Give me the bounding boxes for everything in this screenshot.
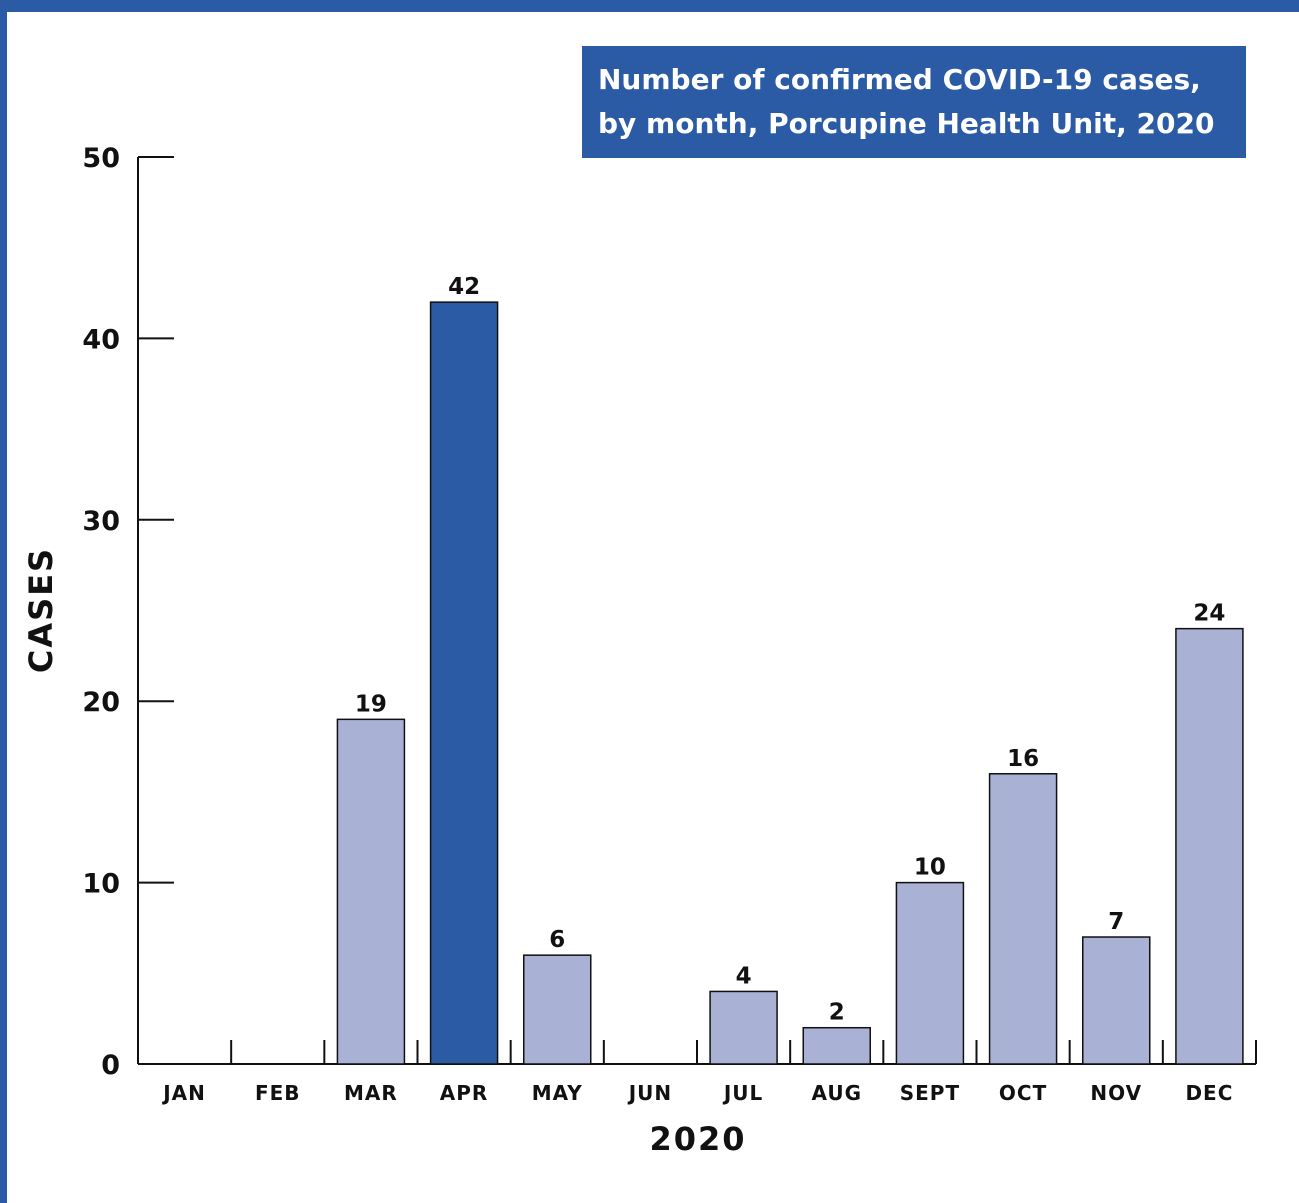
bar-mar xyxy=(336,718,406,1065)
chart-axes xyxy=(137,156,1257,1065)
y-tick-label-20: 20 xyxy=(82,687,120,718)
y-tick-label-30: 30 xyxy=(82,506,120,537)
bar-nov xyxy=(1082,936,1151,1065)
data-label-may: 6 xyxy=(549,927,565,953)
x-tick-label-jan: JAN xyxy=(161,1081,206,1105)
data-label-nov: 7 xyxy=(1108,909,1124,935)
data-label-jul: 4 xyxy=(736,963,752,989)
x-tick-label-mar: MAR xyxy=(344,1081,398,1105)
bar-sept xyxy=(895,881,965,1065)
bar-oct xyxy=(988,773,1058,1065)
x-tick-label-may: MAY xyxy=(532,1081,583,1105)
x-tick-label-nov: NOV xyxy=(1090,1081,1142,1105)
bar-apr xyxy=(429,301,499,1065)
y-tick-label-0: 0 xyxy=(101,1050,120,1081)
bar-aug xyxy=(802,1026,871,1065)
chart-labels: 0 10 20 30 40 50 JAN FEB 19 MAR 42 APR 6 MAY JUN 4 JUL 2 A… xyxy=(82,143,1233,1105)
data-label-oct: 16 xyxy=(1007,746,1039,772)
x-tick-label-dec: DEC xyxy=(1185,1081,1233,1105)
y-tick-label-10: 10 xyxy=(82,869,120,900)
bar-jul xyxy=(709,990,778,1065)
chart-title: Number of confirmed COVID-19 cases, by m… xyxy=(582,46,1246,158)
chart-title-line-2: by month, Porcupine Health Unit, 2020 xyxy=(598,107,1215,140)
bar-dec xyxy=(1175,627,1244,1065)
data-label-mar: 19 xyxy=(355,691,387,717)
x-tick-label-apr: APR xyxy=(440,1081,489,1105)
y-tick-label-40: 40 xyxy=(82,324,120,355)
data-label-apr: 42 xyxy=(448,274,480,300)
y-tick-label-50: 50 xyxy=(82,143,120,174)
chart-title-line-1: Number of confirmed COVID-19 cases, xyxy=(598,63,1201,96)
x-tick-label-feb: FEB xyxy=(255,1081,301,1105)
x-tick-label-aug: AUG xyxy=(811,1081,862,1105)
x-tick-label-sept: SEPT xyxy=(900,1081,960,1105)
x-tick-label-oct: OCT xyxy=(999,1081,1047,1105)
chart-bars xyxy=(336,301,1244,1065)
x-tick-label-jun: JUN xyxy=(627,1081,672,1105)
x-axis-title: 2020 xyxy=(649,1120,746,1158)
data-label-sept: 10 xyxy=(914,855,946,881)
y-axis-title: CASES xyxy=(22,547,60,673)
data-label-aug: 2 xyxy=(829,1000,845,1026)
data-label-dec: 24 xyxy=(1193,601,1225,627)
x-tick-label-jul: JUL xyxy=(722,1081,763,1105)
bar-may xyxy=(523,954,592,1065)
